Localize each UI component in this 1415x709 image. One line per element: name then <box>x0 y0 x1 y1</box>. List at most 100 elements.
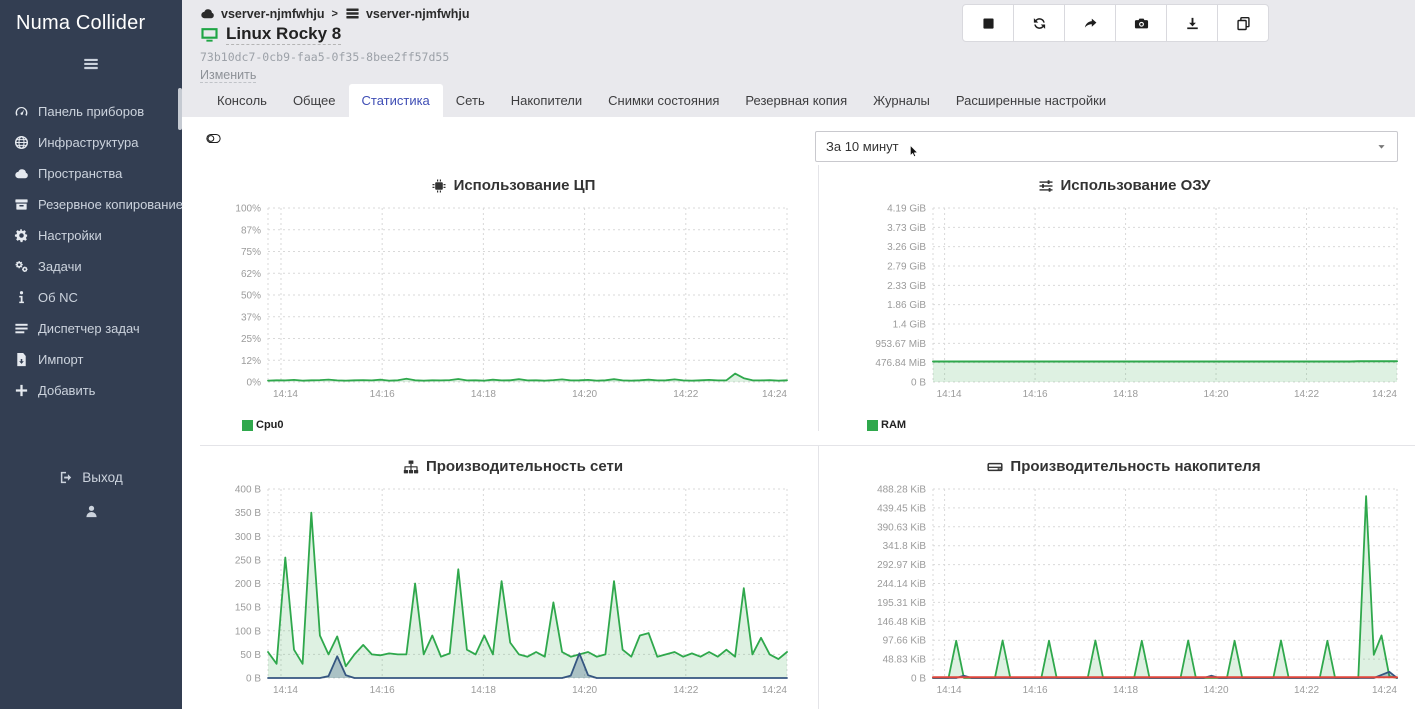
export-button[interactable] <box>1166 4 1218 42</box>
svg-text:14:18: 14:18 <box>471 685 496 696</box>
chart-title-text: Производительность накопителя <box>1010 458 1261 475</box>
globe-icon <box>14 135 29 150</box>
restart-button[interactable] <box>1013 4 1065 42</box>
edit-link[interactable]: Изменить <box>200 68 257 83</box>
vm-monitor-icon <box>200 25 219 44</box>
svg-text:14:24: 14:24 <box>1372 685 1397 696</box>
svg-text:244.14 KiB: 244.14 KiB <box>877 579 926 590</box>
copy-button[interactable] <box>1217 4 1269 42</box>
svg-text:14:20: 14:20 <box>1204 389 1229 400</box>
sidebar-item-label: Панель приборов <box>38 104 145 119</box>
svg-text:14:16: 14:16 <box>1023 685 1048 696</box>
svg-text:0 B: 0 B <box>911 378 926 389</box>
breadcrumb-separator: > <box>331 7 338 20</box>
time-range-select[interactable]: За 10 минут <box>815 131 1398 162</box>
stats-toggle-icon[interactable] <box>206 131 221 146</box>
logout-label: Выход <box>82 470 123 485</box>
disk-chart-panel: Производительность накопителя 488.28 KiB 4… <box>818 445 1415 709</box>
svg-text:14:16: 14:16 <box>370 685 395 696</box>
stats-controls: За 10 минут <box>182 117 1415 165</box>
sidebar-item-label: Пространства <box>38 166 123 181</box>
legend-swatch <box>867 419 878 431</box>
svg-text:62%: 62% <box>241 269 261 280</box>
sidebar-item-label: Инфраструктура <box>38 135 139 150</box>
svg-text:390.63 KiB: 390.63 KiB <box>877 522 926 533</box>
legend-item-RAM[interactable]: RAM <box>867 419 906 431</box>
sidebar-item-label: Импорт <box>38 352 84 367</box>
svg-text:250 B: 250 B <box>235 555 261 566</box>
sidebar-item-7[interactable]: Диспетчер задач <box>0 313 182 344</box>
svg-text:4.19 GiB: 4.19 GiB <box>887 204 926 215</box>
legend-label: Cpu0 <box>256 419 284 431</box>
svg-text:14:14: 14:14 <box>937 389 962 400</box>
svg-text:476.84 MiB: 476.84 MiB <box>875 358 926 369</box>
chevron-down-icon <box>1376 141 1387 152</box>
sidebar-item-3[interactable]: Резервное копирование <box>0 189 183 220</box>
svg-text:25%: 25% <box>241 334 261 345</box>
sidebar-item-8[interactable]: Импорт <box>0 344 182 375</box>
svg-text:195.31 KiB: 195.31 KiB <box>877 598 926 609</box>
svg-text:341.8 KiB: 341.8 KiB <box>883 541 927 552</box>
gear-icon <box>14 228 29 243</box>
svg-text:0 B: 0 B <box>911 674 926 685</box>
sidebar-item-0[interactable]: Панель приборов <box>0 96 182 127</box>
tab-8[interactable]: Расширенные настройки <box>955 93 1107 108</box>
chip-icon <box>431 178 447 194</box>
sidebar-item-1[interactable]: Инфраструктура <box>0 127 182 158</box>
tab-3[interactable]: Сеть <box>455 93 485 108</box>
migrate-button[interactable] <box>1064 4 1116 42</box>
disk-chart-title: Производительность накопителя <box>833 458 1415 475</box>
sidebar-item-2[interactable]: Пространства <box>0 158 182 189</box>
tab-0[interactable]: Консоль <box>217 93 267 108</box>
chart-title-text: Производительность сети <box>425 458 624 475</box>
breadcrumb-host[interactable]: vserver-njmfwhju <box>365 6 470 21</box>
sidebar-item-label: Об NC <box>38 290 78 305</box>
vm-toolbar <box>962 4 1269 42</box>
tab-5[interactable]: Снимки состояния <box>608 93 720 108</box>
stop-button[interactable] <box>962 4 1014 42</box>
breadcrumb-pool[interactable]: vserver-njmfwhju <box>221 6 325 21</box>
net-chart-panel: Производительность сети 400 B 350 B 300 B 25… <box>200 445 818 709</box>
tab-4[interactable]: Накопители <box>510 93 583 108</box>
sidebar-item-4[interactable]: Настройки <box>0 220 182 251</box>
sidebar-item-5[interactable]: Задачи <box>0 251 182 282</box>
logout-button[interactable]: Выход <box>59 470 123 485</box>
gauge-icon <box>14 104 29 119</box>
sidebar-item-6[interactable]: Об NC <box>0 282 182 313</box>
svg-text:14:16: 14:16 <box>1023 389 1048 400</box>
snapshot-button[interactable] <box>1115 4 1167 42</box>
hamburger-menu-icon[interactable] <box>82 55 100 73</box>
tab-6[interactable]: Резервная копия <box>745 93 848 108</box>
ram-chart-panel: Использование ОЗУ 4.19 GiB 3.73 GiB 3.26 Gi… <box>818 165 1415 431</box>
tab-7[interactable]: Журналы <box>873 93 930 108</box>
svg-text:439.45 KiB: 439.45 KiB <box>877 503 926 514</box>
sidebar-scrollbar[interactable] <box>178 88 182 130</box>
svg-text:400 B: 400 B <box>235 485 261 496</box>
hdd-icon <box>987 459 1003 475</box>
user-icon[interactable] <box>84 504 99 519</box>
chart-title-text: Использование ОЗУ <box>1060 177 1211 194</box>
tab-1[interactable]: Общее <box>292 93 336 108</box>
svg-text:50 B: 50 B <box>240 650 261 661</box>
svg-text:14:22: 14:22 <box>673 389 698 400</box>
svg-text:2.33 GiB: 2.33 GiB <box>887 281 926 292</box>
svg-text:2.79 GiB: 2.79 GiB <box>887 262 926 273</box>
pool-cloud-icon <box>200 6 215 21</box>
sidebar-menu: Панель приборов Инфраструктура Пространств… <box>0 96 183 406</box>
sitemap-icon <box>403 459 419 475</box>
content: За 10 минут Использование ЦП 100% 87% 75% 62… <box>182 117 1415 709</box>
plus-icon <box>14 383 29 398</box>
app-title: Numa Collider <box>16 12 146 34</box>
svg-text:953.67 MiB: 953.67 MiB <box>875 339 926 350</box>
legend-swatch <box>242 419 253 431</box>
vm-uuid: 73b10dc7-0cb9-faa5-0f35-8bee2ff57d55 <box>200 50 450 64</box>
vm-name[interactable]: Linux Rocky 8 <box>226 24 342 45</box>
ram-legend: RAM <box>867 419 1415 431</box>
svg-text:14:14: 14:14 <box>273 389 298 400</box>
legend-item-Cpu0[interactable]: Cpu0 <box>242 419 284 431</box>
svg-text:200 B: 200 B <box>235 579 261 590</box>
sidebar-item-9[interactable]: Добавить <box>0 375 182 406</box>
import-icon <box>14 352 29 367</box>
tab-2[interactable]: Статистика <box>348 84 443 117</box>
svg-text:488.28 KiB: 488.28 KiB <box>877 485 926 496</box>
